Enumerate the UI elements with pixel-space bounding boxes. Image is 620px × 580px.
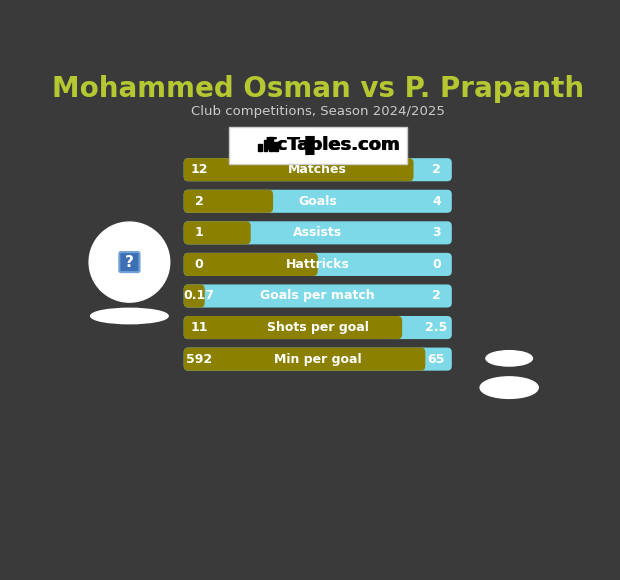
Text: 2: 2: [432, 289, 441, 303]
FancyBboxPatch shape: [184, 222, 452, 244]
FancyBboxPatch shape: [184, 253, 452, 276]
FancyBboxPatch shape: [184, 253, 317, 276]
Text: Matches: Matches: [288, 163, 347, 176]
FancyBboxPatch shape: [184, 158, 414, 182]
FancyBboxPatch shape: [184, 158, 452, 182]
Ellipse shape: [91, 309, 168, 324]
Text: 0: 0: [432, 258, 441, 271]
Bar: [264, 140, 267, 151]
FancyBboxPatch shape: [119, 252, 140, 272]
FancyBboxPatch shape: [184, 222, 250, 244]
Text: 0: 0: [195, 258, 203, 271]
Text: 2: 2: [195, 195, 203, 208]
Text: Shots per goal: Shots per goal: [267, 321, 369, 334]
Text: 1: 1: [195, 226, 203, 240]
Text: 2.5: 2.5: [425, 321, 448, 334]
Text: Goals: Goals: [298, 195, 337, 208]
FancyBboxPatch shape: [184, 347, 425, 371]
FancyBboxPatch shape: [229, 126, 407, 164]
FancyBboxPatch shape: [184, 347, 452, 371]
FancyBboxPatch shape: [184, 316, 452, 339]
Text: Assists: Assists: [293, 226, 342, 240]
Text: 592: 592: [186, 353, 212, 365]
Text: ▮: ▮: [303, 133, 317, 157]
Circle shape: [89, 222, 170, 302]
FancyBboxPatch shape: [184, 190, 452, 213]
Text: Goals per match: Goals per match: [260, 289, 375, 303]
Text: 4: 4: [432, 195, 441, 208]
Text: Mohammed Osman vs P. Prapanth: Mohammed Osman vs P. Prapanth: [51, 75, 584, 103]
Text: Club competitions, Season 2024/2025: Club competitions, Season 2024/2025: [191, 106, 445, 118]
Ellipse shape: [480, 377, 538, 398]
Text: FcTables.com: FcTables.com: [265, 136, 401, 154]
FancyBboxPatch shape: [184, 284, 205, 307]
Text: 65: 65: [428, 353, 445, 365]
Text: FcTables.com: FcTables.com: [264, 136, 399, 154]
Text: 11: 11: [190, 321, 208, 334]
FancyBboxPatch shape: [184, 316, 402, 339]
Text: 12: 12: [190, 163, 208, 176]
Bar: [275, 142, 278, 151]
FancyBboxPatch shape: [184, 284, 452, 307]
Text: Hattricks: Hattricks: [286, 258, 350, 271]
Text: 2: 2: [432, 163, 441, 176]
Ellipse shape: [486, 351, 533, 366]
Text: 0.17: 0.17: [184, 289, 215, 303]
FancyBboxPatch shape: [184, 190, 273, 213]
Text: 3: 3: [432, 226, 441, 240]
Bar: [258, 143, 262, 151]
Text: 6 november 2024: 6 november 2024: [249, 128, 386, 142]
Bar: [269, 137, 273, 151]
Text: Min per goal: Min per goal: [274, 353, 361, 365]
Text: ?: ?: [125, 255, 134, 270]
